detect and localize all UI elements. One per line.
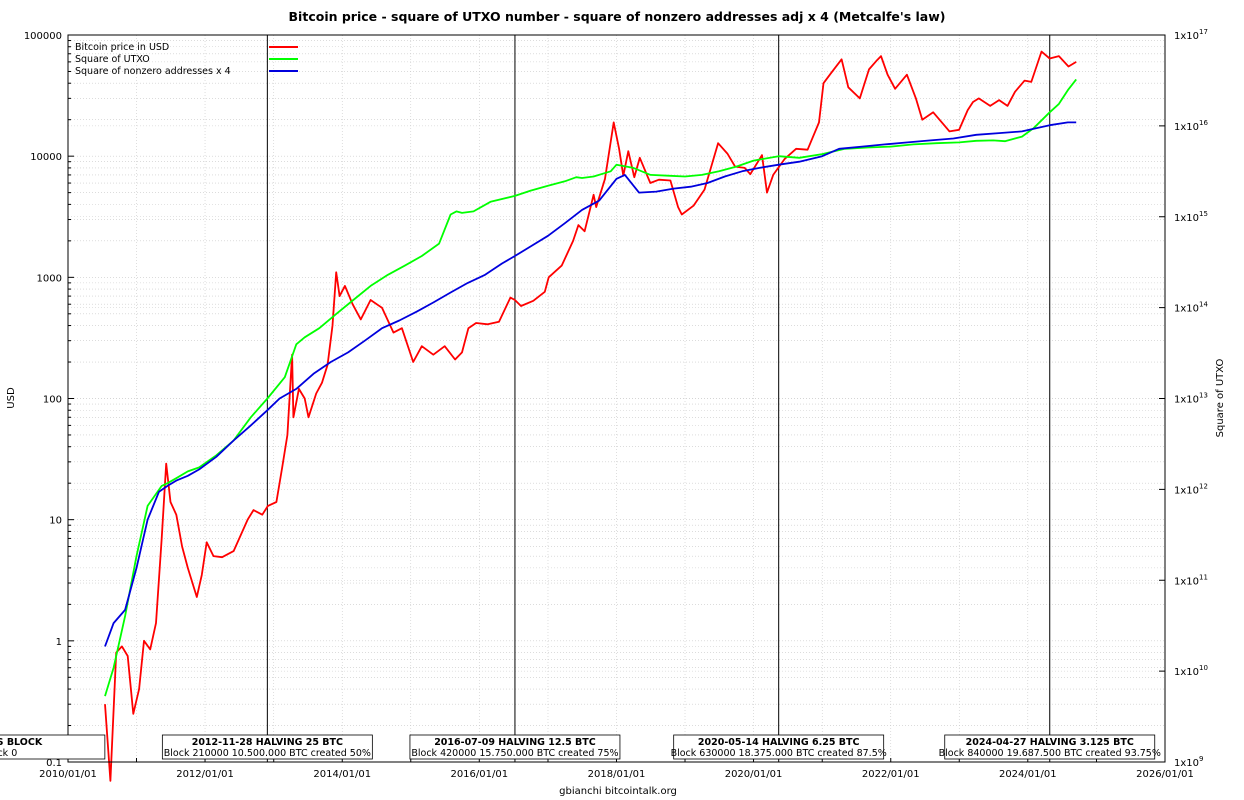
halving-labels: GENESIS BLOCKBlock 0 2012-11-28 HALVING 2… [0,734,1161,760]
halving-label-title: 2012-11-28 HALVING 25 BTC [192,737,343,748]
y-tick-label: 10 [49,516,62,527]
halving-label-box [944,734,1156,760]
y2-tick-label: 1x1017 [1174,28,1208,42]
y2-tick-label: 1x1012 [1174,482,1208,496]
y-tick-label: 1000 [37,273,62,284]
y-axis-label: USD [6,387,17,409]
footer-credit: gbianchi bitcointalk.org [559,786,677,797]
x-tick-label: 2012/01/01 [176,769,234,780]
halving-label-box [161,734,373,760]
x-tick-label: 2020/01/01 [725,769,783,780]
y2-tick-label: 1x1014 [1174,301,1208,315]
halving-label-title: GENESIS BLOCK [0,737,43,748]
axes: 2010/01/01 2012/01/01 2014/01/01 2016/01/01… [24,28,1209,780]
halving-label-detail: Block 210000 10.500.000 BTC created 50% [164,748,371,759]
x-tick-label: 2024/01/01 [999,769,1057,780]
halving-label-title: 2020-05-14 HALVING 6.25 BTC [698,737,860,748]
x-tick-label: 2022/01/01 [862,769,920,780]
chart-title: Bitcoin price - square of UTXO number - … [289,9,946,24]
y2-tick-label: 1x1013 [1174,392,1208,406]
x-tick-label: 2026/01/01 [1136,769,1194,780]
y2-tick-label: 1x109 [1174,755,1203,769]
halving-label-detail: Block 0 [0,748,17,759]
x-tick-label: 2016/01/01 [450,769,508,780]
y2-tick-label: 1x1011 [1174,573,1208,587]
legend-label: Square of nonzero addresses x 4 [75,66,231,77]
series-line-square-of-utxo [104,78,1077,697]
y-tick-label: 0.1 [46,758,62,769]
halving-label: GENESIS BLOCKBlock 0 [0,734,106,760]
halving-label-box [0,734,106,760]
halving-label-box [409,734,621,760]
y2-axis-label: Square of UTXO [1215,359,1226,438]
legend-label: Bitcoin price in USD [75,42,169,53]
halving-label-title: 2024-04-27 HALVING 3.125 BTC [966,737,1134,748]
x-tick-label: 2018/01/01 [588,769,646,780]
series-line-bitcoin-price-in-usd [104,50,1077,782]
y-tick-label: 100 [43,395,62,406]
halving-label-detail: Block 840000 19.687.500 BTC created 93.7… [939,748,1161,759]
series-line-square-of-nonzero-addresses-x-4 [104,121,1077,647]
grid [68,34,1165,763]
legend-label: Square of UTXO [75,54,150,65]
y2-tick-label: 1x1010 [1174,664,1208,678]
x-tick-label: 2010/01/01 [39,769,97,780]
halving-label-detail: Block 630000 18.375.000 BTC created 87.5… [671,748,887,759]
y-tick-label: 10000 [30,152,62,163]
halving-label-title: 2016-07-09 HALVING 12.5 BTC [434,737,596,748]
x-tick-label: 2014/01/01 [313,769,371,780]
series-layer [104,50,1077,782]
halving-label-box [673,734,885,760]
halving-label-detail: Block 420000 15.750.000 BTC created 75% [411,748,618,759]
y-tick-label: 100000 [24,31,62,42]
y2-tick-label: 1x1015 [1174,210,1208,224]
y2-tick-label: 1x1016 [1174,119,1208,133]
y-tick-label: 1 [56,637,62,648]
